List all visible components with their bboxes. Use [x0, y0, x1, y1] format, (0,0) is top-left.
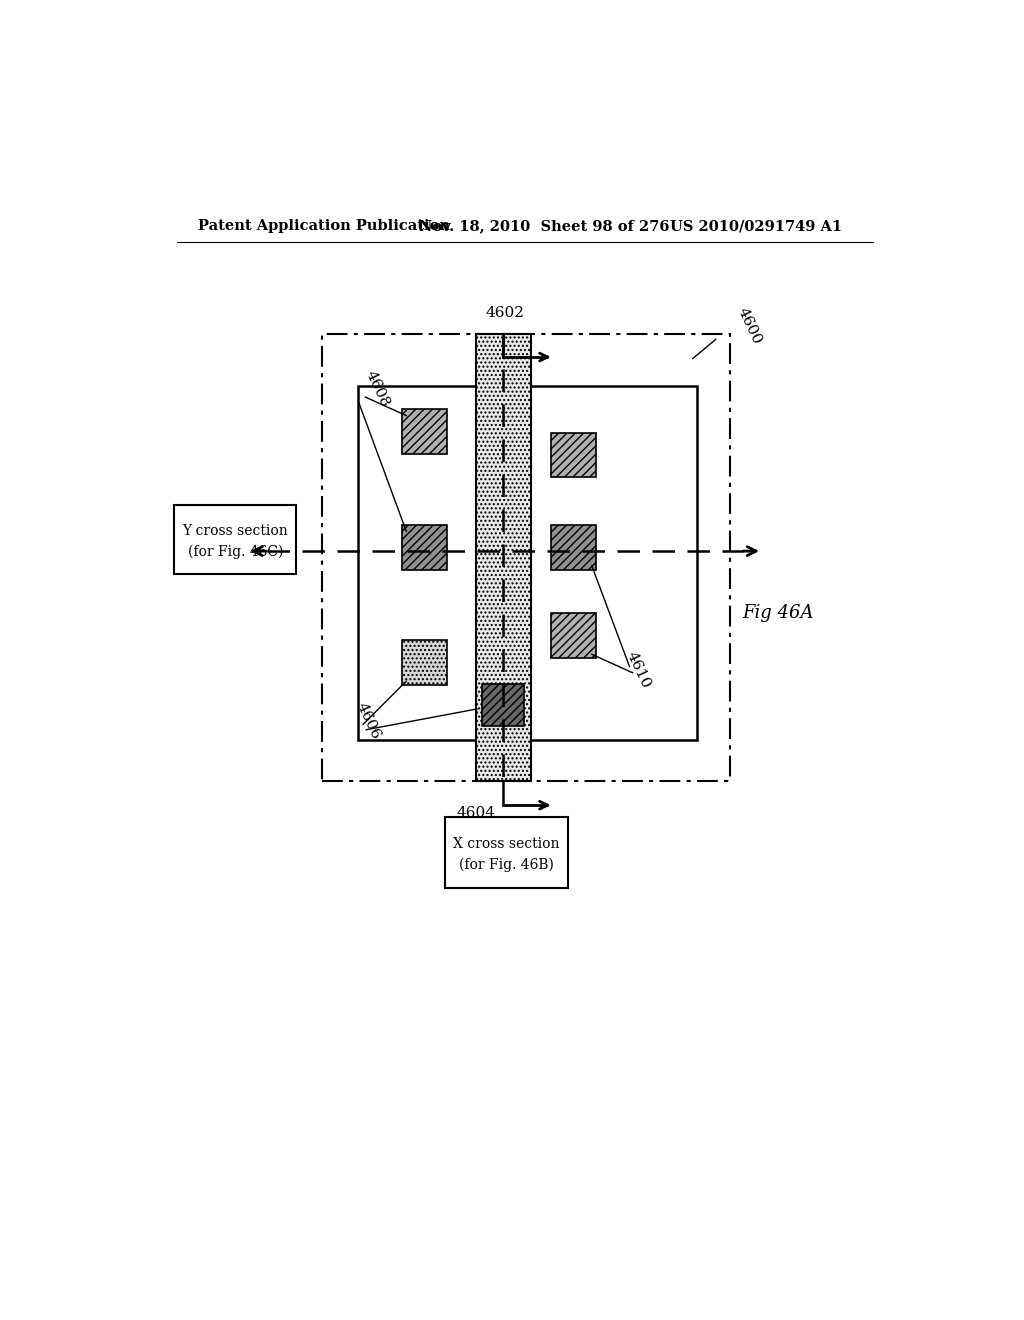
Text: X cross section: X cross section — [453, 837, 559, 850]
Text: 4610: 4610 — [624, 649, 652, 692]
Bar — [322, 334, 730, 780]
Bar — [402, 640, 447, 685]
Text: 4600: 4600 — [735, 306, 764, 347]
Text: (for Fig. 46B): (for Fig. 46B) — [459, 858, 554, 873]
Text: US 2010/0291749 A1: US 2010/0291749 A1 — [670, 219, 842, 234]
Bar — [551, 433, 596, 478]
Text: 4602: 4602 — [485, 306, 524, 321]
Bar — [482, 684, 524, 726]
Bar — [551, 525, 596, 570]
Bar — [551, 614, 596, 659]
Text: 4606: 4606 — [354, 700, 383, 741]
Text: 4608: 4608 — [362, 368, 391, 411]
Text: Fig 46A: Fig 46A — [742, 603, 814, 622]
Bar — [444, 817, 568, 887]
Bar — [475, 334, 531, 780]
Text: Nov. 18, 2010  Sheet 98 of 276: Nov. 18, 2010 Sheet 98 of 276 — [419, 219, 670, 234]
Text: Y cross section: Y cross section — [182, 524, 288, 539]
Text: 4604: 4604 — [457, 807, 496, 820]
Text: (for Fig. 46C): (for Fig. 46C) — [187, 545, 283, 560]
Text: Patent Application Publication: Patent Application Publication — [199, 219, 451, 234]
Bar — [402, 409, 447, 454]
Bar — [357, 385, 696, 739]
Bar — [174, 506, 296, 574]
Bar — [402, 525, 447, 570]
